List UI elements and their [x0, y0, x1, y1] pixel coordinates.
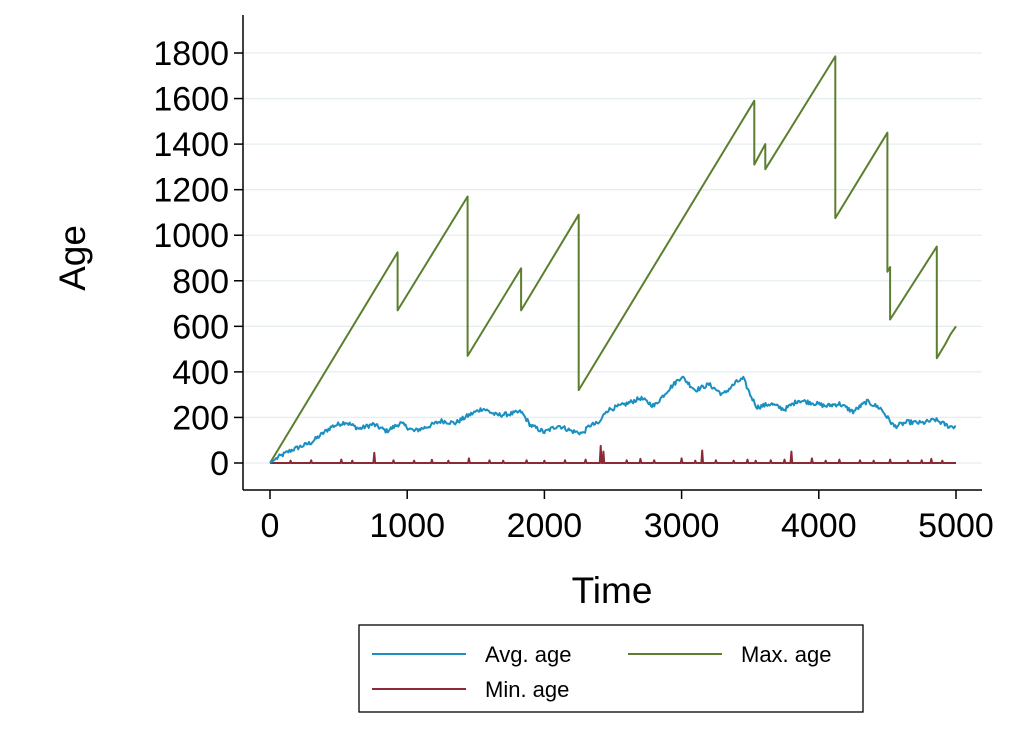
series-line-max-age [269, 55, 957, 464]
legend-label-max-age: Max. age [741, 642, 832, 667]
legend: Avg. age Max. age Min. age [358, 624, 864, 713]
x-tick-label-2000: 2000 [507, 507, 583, 545]
x-tick-label-5000: 5000 [918, 507, 994, 545]
y-tick-label-600: 600 [172, 308, 229, 346]
series-lines [269, 55, 957, 464]
y-axis-title: Age [52, 225, 93, 291]
gridlines [243, 52, 982, 464]
x-tick-label-3000: 3000 [644, 507, 720, 545]
y-tick-label-1600: 1600 [153, 81, 229, 119]
y-tick-label-1400: 1400 [153, 126, 229, 164]
y-tick-label-1000: 1000 [153, 217, 229, 255]
legend-frame [358, 624, 864, 713]
y-tick-label-400: 400 [172, 354, 229, 392]
legend-label-min-age: Min. age [485, 677, 569, 702]
y-tick-label-800: 800 [172, 263, 229, 301]
x-tick-label-4000: 4000 [781, 507, 857, 545]
x-tick-label-1000: 1000 [369, 507, 445, 545]
series-line-min-age [270, 444, 956, 464]
legend-label-avg-age: Avg. age [485, 642, 571, 667]
y-tick-label-0: 0 [210, 445, 229, 483]
y-ticks: 0 200 400 600 800 1000 1200 1400 1600 1800 [153, 35, 243, 483]
y-tick-label-1800: 1800 [153, 35, 229, 73]
x-tick-label-0: 0 [261, 507, 280, 545]
series-line-avg-age [269, 375, 957, 464]
y-tick-label-200: 200 [172, 399, 229, 437]
x-ticks: 0 1000 2000 3000 4000 5000 [261, 490, 994, 545]
x-axis-title: Time [572, 570, 653, 611]
y-tick-label-1200: 1200 [153, 172, 229, 210]
